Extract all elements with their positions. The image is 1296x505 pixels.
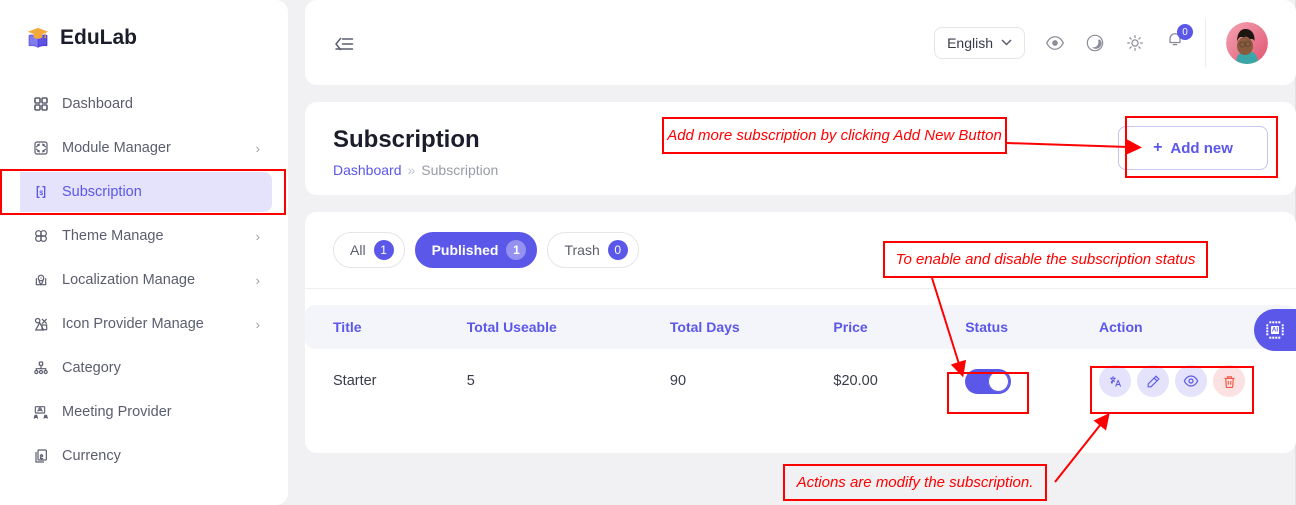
svg-text:AI: AI [1272,327,1278,334]
